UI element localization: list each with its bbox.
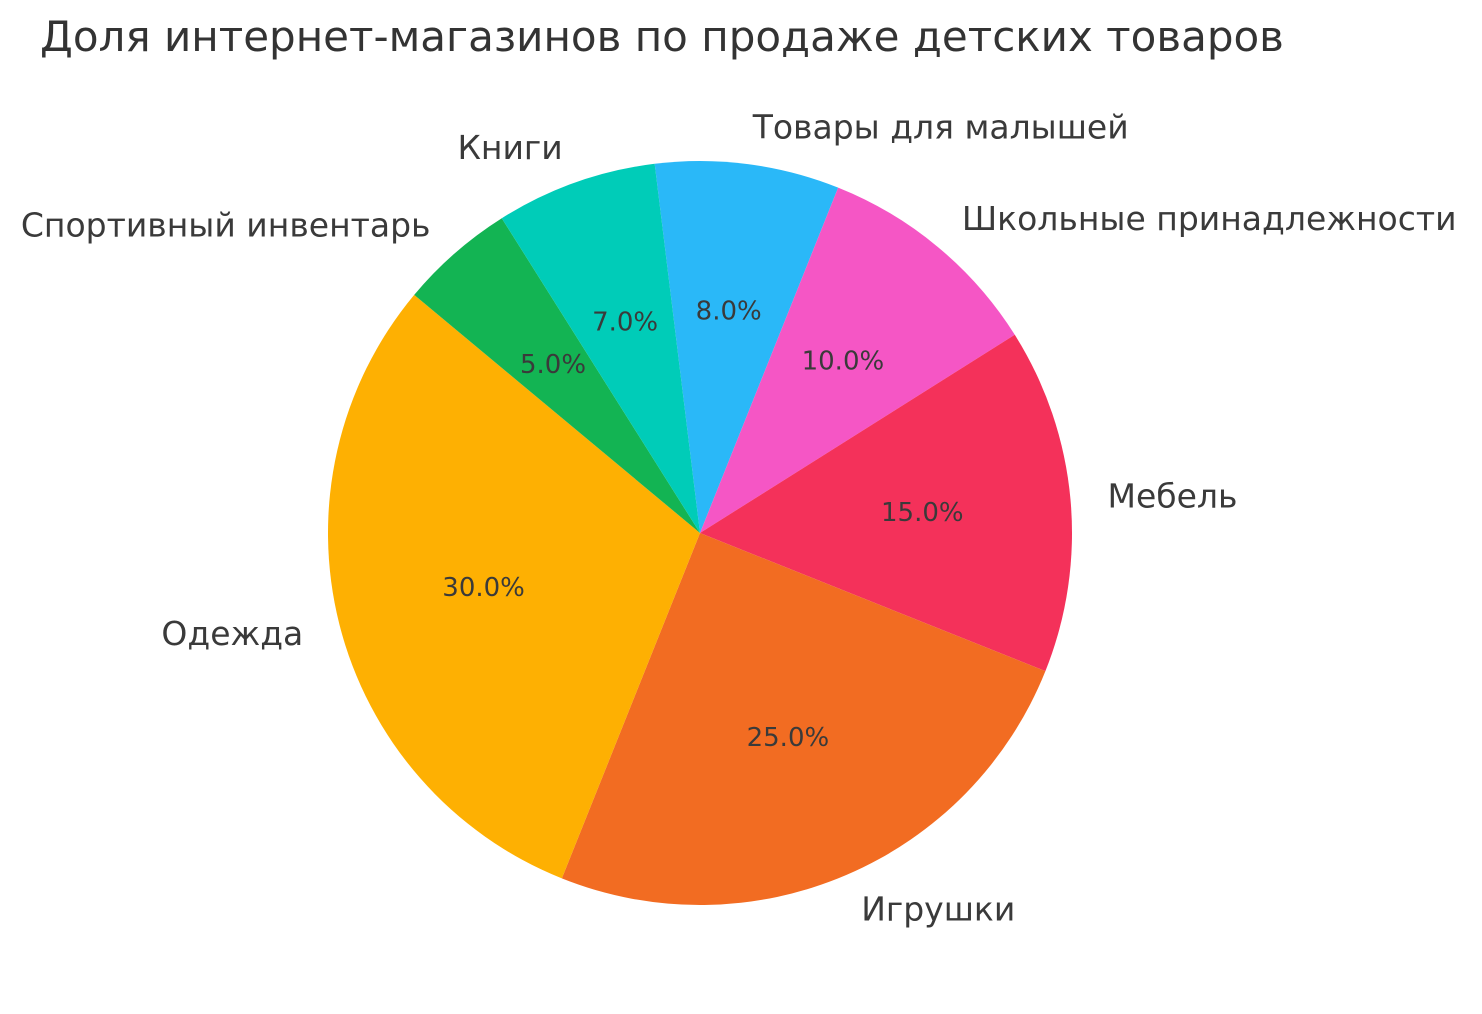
pie-slice-7 bbox=[501, 163, 700, 533]
percent-label-6: 5.0% bbox=[520, 350, 586, 380]
slice-label-4: Игрушки bbox=[861, 890, 1015, 929]
pie-slice-3 bbox=[700, 334, 1073, 672]
slice-label-6: Спортивный инвентарь bbox=[21, 206, 431, 245]
pie-slice-6 bbox=[414, 218, 700, 533]
pie-slice-1 bbox=[654, 160, 839, 534]
chart-title: Доля интернет-магазинов по продаже детск… bbox=[40, 12, 1284, 61]
slice-label-3: Мебель bbox=[1108, 476, 1238, 515]
percent-label-4: 25.0% bbox=[747, 723, 830, 753]
slice-label-2: Школьные принадлежности bbox=[962, 199, 1457, 238]
pie-slice-2 bbox=[700, 187, 1015, 533]
slice-label-7: Книги bbox=[457, 128, 562, 167]
percent-label-5: 30.0% bbox=[442, 573, 525, 603]
pie-slice-4 bbox=[561, 533, 1046, 906]
percent-label-7: 7.0% bbox=[592, 308, 658, 338]
pie-slice-5 bbox=[327, 294, 700, 879]
slice-label-5: Одежда bbox=[161, 614, 303, 653]
percent-label-3: 15.0% bbox=[881, 498, 964, 528]
percent-label-2: 10.0% bbox=[802, 347, 885, 377]
slice-label-1: Товары для малышей bbox=[752, 108, 1129, 147]
percent-label-1: 8.0% bbox=[696, 297, 762, 327]
